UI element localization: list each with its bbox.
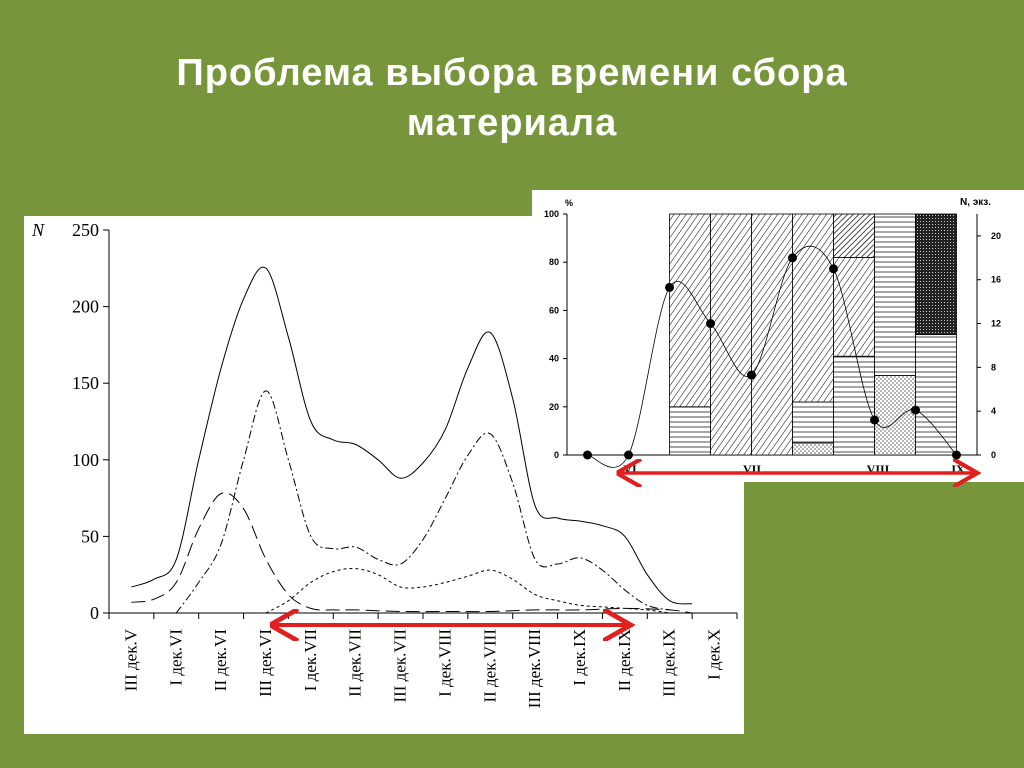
bar-segment-4-1 xyxy=(792,442,834,456)
series-line-4 xyxy=(265,567,670,614)
right-y-tick-label: 12 xyxy=(991,319,1001,329)
y-tick-label: 50 xyxy=(81,526,99,546)
x-tick-label: I дек.VIII xyxy=(435,629,454,697)
abundance-point-7 xyxy=(829,264,838,274)
abundance-point-3 xyxy=(665,282,674,292)
abundance-line xyxy=(587,245,957,468)
right-y-tick-label: 0 xyxy=(991,450,996,460)
series-line-3 xyxy=(131,492,693,614)
right-y-tick-label: 8 xyxy=(991,362,996,372)
x-tick-label: II дек.VI xyxy=(211,629,230,692)
y-tick-label: 100 xyxy=(72,450,99,470)
series-line-1 xyxy=(131,266,693,605)
x-tick-label: III дек.IX xyxy=(660,629,679,697)
left-y-tick-label: 0 xyxy=(554,450,559,460)
abundance-point-4 xyxy=(706,319,715,329)
slide-title: Проблема выбора времени сбора материала xyxy=(0,48,1024,148)
slide-title-line-2: материала xyxy=(406,102,618,144)
x-tick-label: III дек.VI xyxy=(256,629,275,697)
bar-segment-5-3 xyxy=(833,213,875,258)
abundance-point-6 xyxy=(788,253,797,263)
bar-segment-2-1 xyxy=(710,213,752,456)
bar-segment-4-3 xyxy=(792,213,834,403)
x-tick-label: II дек.IX xyxy=(615,629,634,691)
left-y-axis-label: % xyxy=(565,198,573,208)
abundance-point-2 xyxy=(624,450,633,460)
bar-segment-3-1 xyxy=(751,213,793,456)
bar-segment-6-2 xyxy=(874,213,916,376)
y-tick-label: 150 xyxy=(72,373,99,393)
bar-segment-4-2 xyxy=(792,401,834,444)
slide-title-line-1: Проблема выбора времени сбора xyxy=(176,52,848,94)
x-tick-label: II дек.VIII xyxy=(480,629,499,703)
x-tick-label: I дек.X xyxy=(705,629,724,680)
y-tick-label: 200 xyxy=(72,297,99,317)
series-line-2 xyxy=(175,390,670,614)
x-tick-label: I дек.VII xyxy=(301,629,320,692)
y-tick-label: 0 xyxy=(90,603,99,623)
abundance-point-8 xyxy=(870,415,879,425)
left-y-tick-label: 20 xyxy=(549,402,559,412)
x-tick-label: II дек.VII xyxy=(346,629,365,697)
right-y-tick-label: 16 xyxy=(991,275,1001,285)
bar-segment-7-2 xyxy=(915,213,957,335)
x-tick-label: I дек.VI xyxy=(166,629,185,686)
left-y-tick-label: 60 xyxy=(549,305,559,315)
left-y-tick-label: 100 xyxy=(544,209,559,219)
composition-chart-panel: 0 20 40 60 80 100 0 4 8 12 16 20% N, экз. VI VII VIII IX xyxy=(532,190,1024,482)
bar-segment-5-1 xyxy=(833,355,875,456)
x-tick-label: I дек.IX xyxy=(570,629,589,686)
bar-segment-6-1 xyxy=(874,375,916,456)
bar-segment-1-2 xyxy=(669,213,711,408)
x-tick-label: III дек.VII xyxy=(391,629,410,703)
abundance-point-1 xyxy=(583,450,592,460)
right-y-tick-label: 20 xyxy=(991,231,1001,241)
y-tick-label: 250 xyxy=(72,220,99,240)
y-axis-label: N xyxy=(31,220,45,240)
abundance-point-5 xyxy=(747,370,756,380)
bar-segment-5-2 xyxy=(833,256,875,357)
abundance-point-9 xyxy=(911,405,920,415)
bar-segment-7-1 xyxy=(915,334,957,456)
left-y-tick-label: 40 xyxy=(549,354,559,364)
right-y-tick-label: 4 xyxy=(991,406,996,416)
right-y-axis-label: N, экз. xyxy=(960,197,991,208)
left-y-tick-label: 80 xyxy=(549,257,559,267)
bar-segment-1-1 xyxy=(669,406,711,456)
abundance-point-10 xyxy=(952,450,961,460)
x-tick-label: III дек.V xyxy=(121,628,140,691)
x-tick-label: III дек.VIII xyxy=(525,629,544,709)
